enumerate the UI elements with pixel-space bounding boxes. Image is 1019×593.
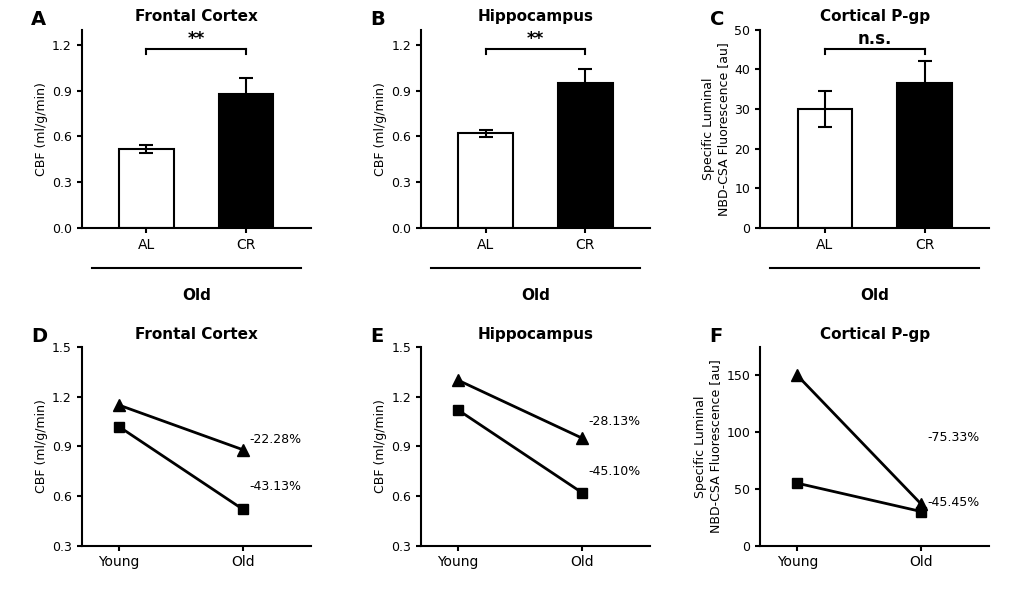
CR bbox=[791, 372, 803, 379]
Y-axis label: CBF (ml/g/min): CBF (ml/g/min) bbox=[35, 82, 48, 176]
Text: **: ** bbox=[527, 30, 543, 47]
Text: Old: Old bbox=[181, 288, 211, 302]
Text: E: E bbox=[370, 327, 383, 346]
Text: F: F bbox=[709, 327, 722, 346]
Bar bbox=[218, 94, 273, 228]
Title: Hippocampus: Hippocampus bbox=[477, 327, 593, 342]
Text: C: C bbox=[709, 10, 723, 29]
AL bbox=[576, 489, 588, 496]
Y-axis label: Specific Luminal
NBD-CSA Fluorescence [au]: Specific Luminal NBD-CSA Fluorescence [a… bbox=[701, 42, 730, 216]
Text: **: ** bbox=[187, 30, 205, 47]
Title: Frontal Cortex: Frontal Cortex bbox=[135, 9, 258, 24]
AL bbox=[112, 423, 124, 430]
Line: AL: AL bbox=[114, 422, 248, 514]
Title: Hippocampus: Hippocampus bbox=[477, 9, 593, 24]
Text: -43.13%: -43.13% bbox=[249, 480, 301, 493]
Bar bbox=[119, 149, 173, 228]
Title: Cortical P-gp: Cortical P-gp bbox=[819, 9, 929, 24]
Text: n.s.: n.s. bbox=[857, 30, 891, 47]
Line: CR: CR bbox=[113, 400, 248, 455]
Line: AL: AL bbox=[792, 479, 925, 517]
Title: Frontal Cortex: Frontal Cortex bbox=[135, 327, 258, 342]
Bar bbox=[797, 109, 852, 228]
Text: -28.13%: -28.13% bbox=[588, 415, 640, 428]
AL bbox=[914, 508, 926, 515]
AL bbox=[791, 480, 803, 487]
Line: CR: CR bbox=[791, 370, 926, 510]
CR bbox=[112, 401, 124, 409]
Y-axis label: Specific Luminal
NBD-CSA Fluorescence [au]: Specific Luminal NBD-CSA Fluorescence [a… bbox=[694, 359, 721, 533]
AL bbox=[451, 406, 464, 413]
Text: -75.33%: -75.33% bbox=[926, 431, 978, 444]
Line: CR: CR bbox=[452, 375, 587, 444]
Y-axis label: CBF (ml/g/min): CBF (ml/g/min) bbox=[35, 400, 48, 493]
Text: B: B bbox=[370, 10, 385, 29]
CR bbox=[914, 500, 926, 508]
Y-axis label: CBF (ml/g/min): CBF (ml/g/min) bbox=[374, 82, 386, 176]
Title: Cortical P-gp: Cortical P-gp bbox=[819, 327, 929, 342]
Text: A: A bbox=[32, 10, 46, 29]
Text: -45.45%: -45.45% bbox=[926, 496, 978, 509]
Bar bbox=[458, 133, 513, 228]
CR bbox=[451, 377, 464, 384]
Y-axis label: CBF (ml/g/min): CBF (ml/g/min) bbox=[374, 400, 387, 493]
Bar bbox=[897, 83, 951, 228]
Line: AL: AL bbox=[452, 405, 586, 498]
Bar bbox=[557, 83, 612, 228]
AL bbox=[236, 506, 249, 513]
Text: Old: Old bbox=[521, 288, 549, 302]
Text: -45.10%: -45.10% bbox=[588, 465, 640, 477]
CR bbox=[236, 446, 249, 453]
CR bbox=[576, 435, 588, 442]
Text: -22.28%: -22.28% bbox=[249, 433, 301, 446]
Text: Old: Old bbox=[859, 288, 889, 302]
Text: D: D bbox=[32, 327, 47, 346]
